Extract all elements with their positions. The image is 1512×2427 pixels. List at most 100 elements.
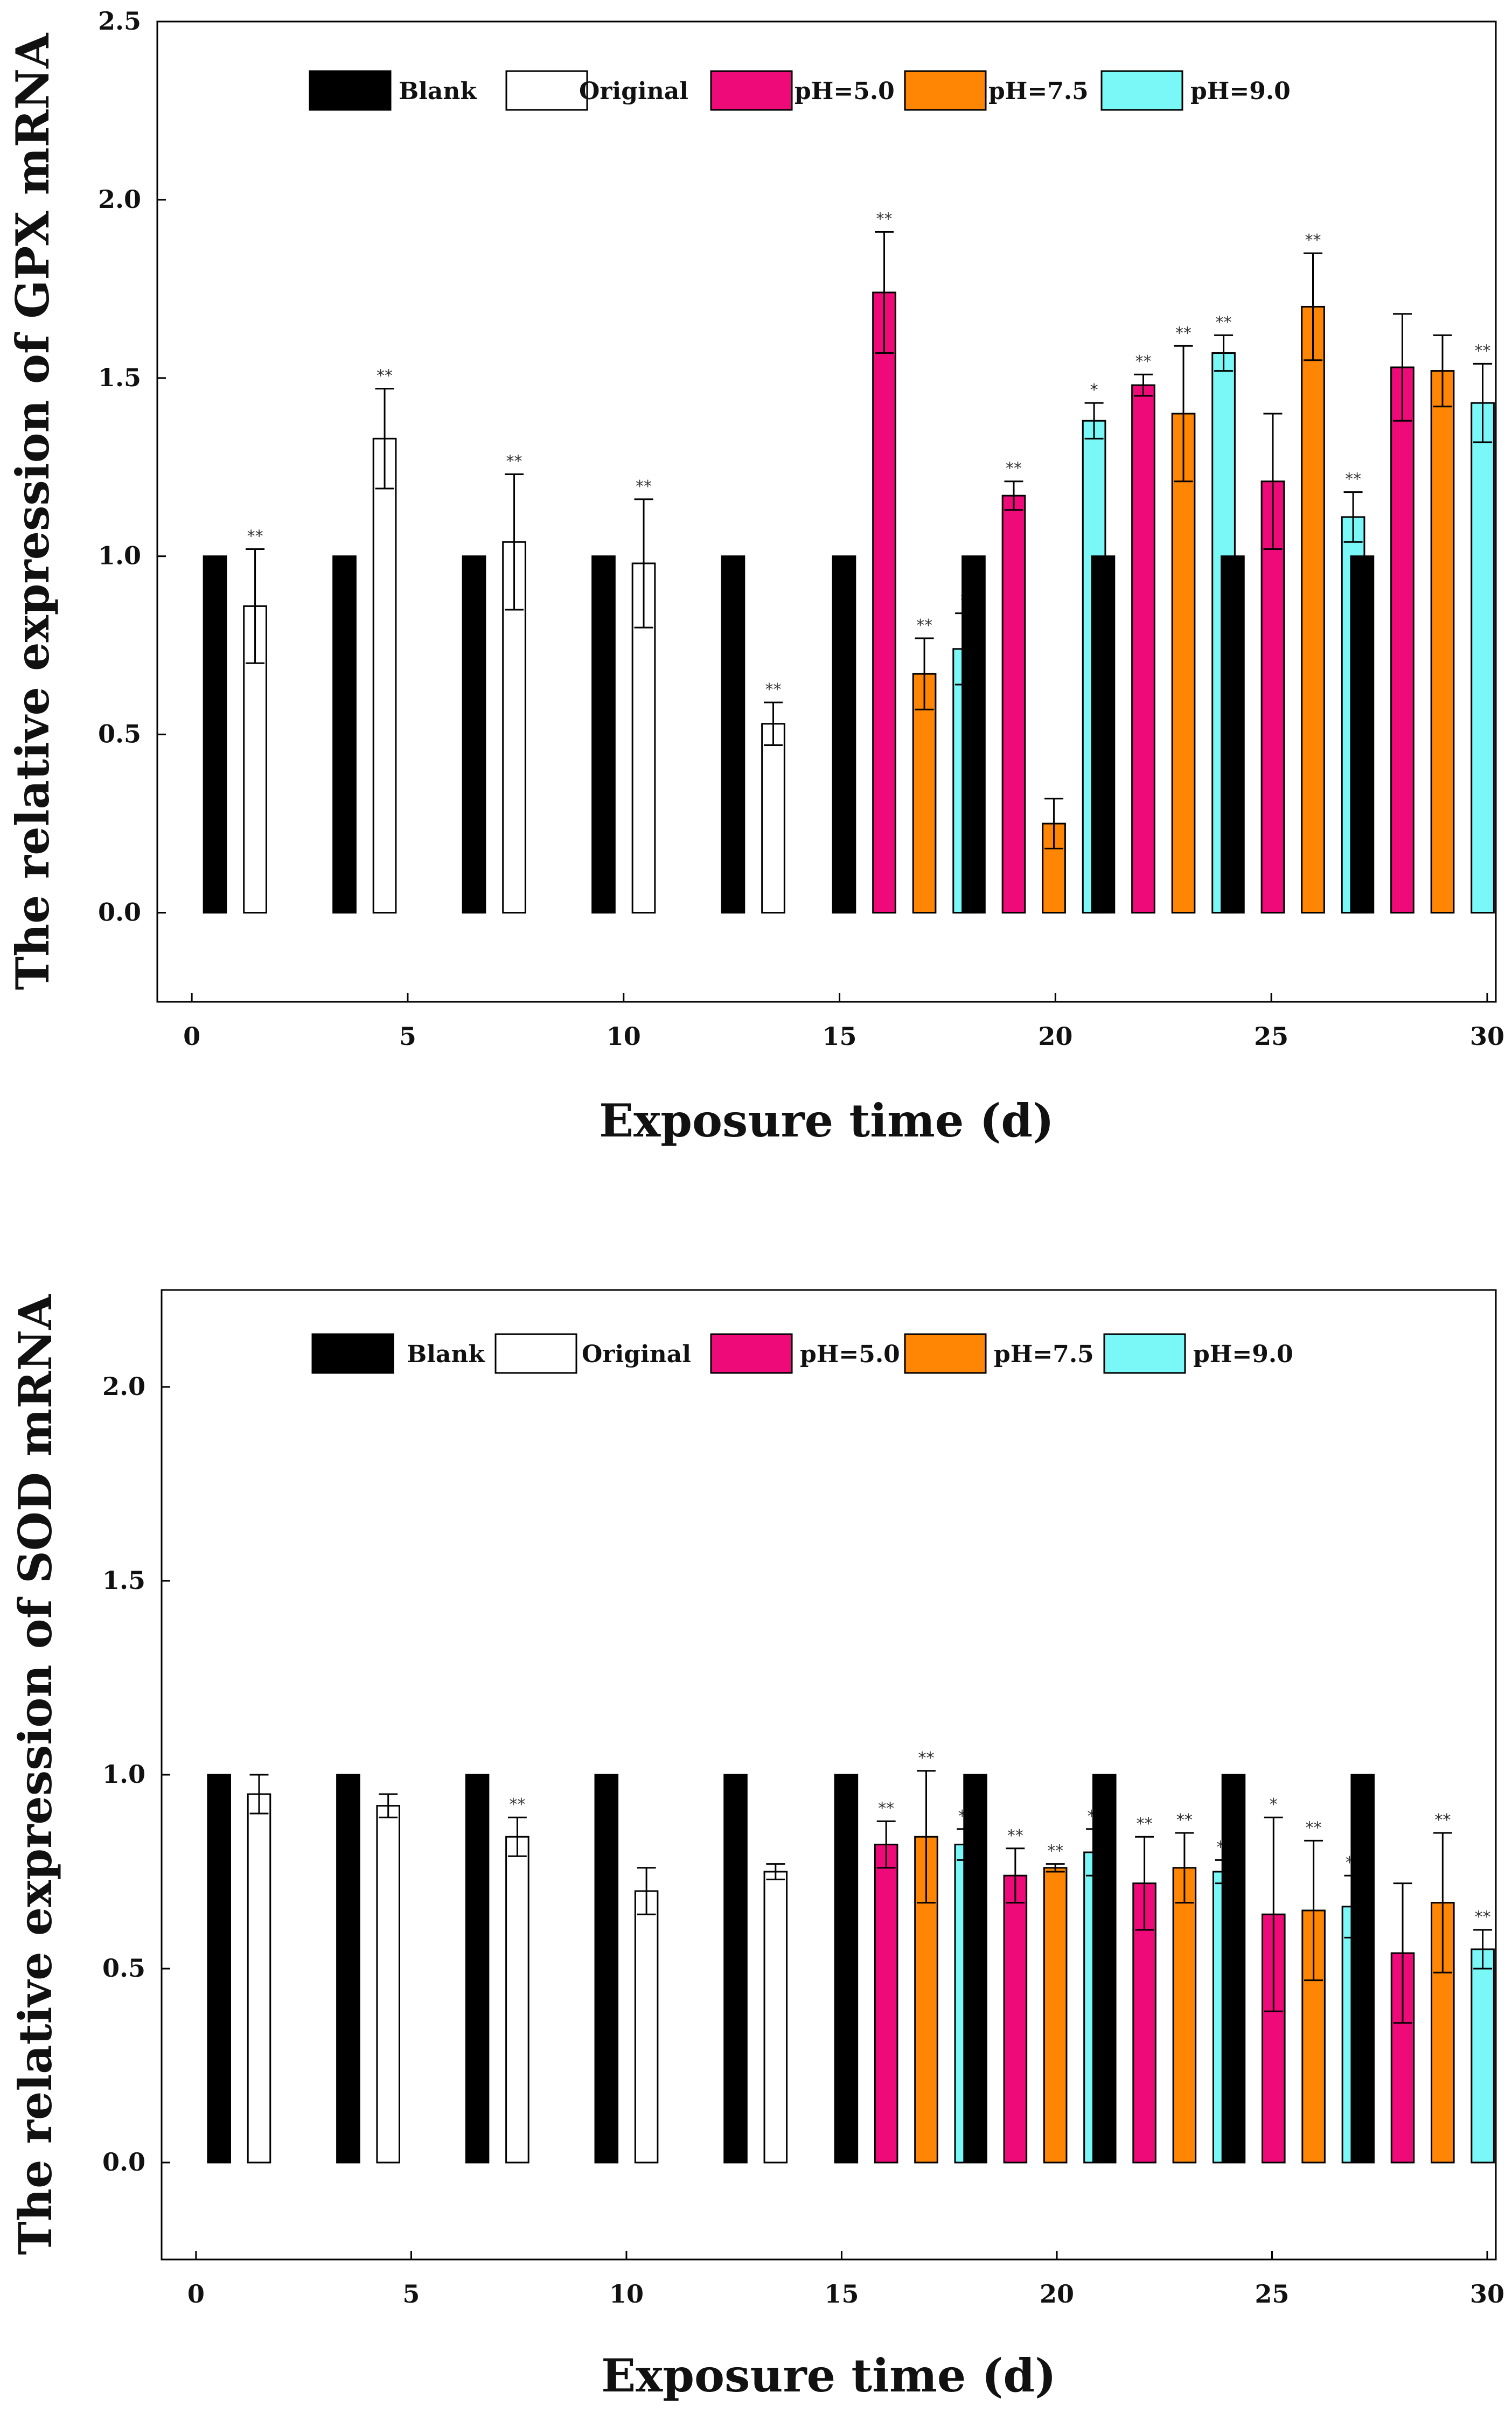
bar-blank-group-7: [1092, 1774, 1117, 2164]
bar-blank-group-5: [832, 555, 856, 914]
bar-blank-group-4: [723, 1774, 748, 2164]
significance-label: **: [1137, 1815, 1153, 1833]
legend-swatch-ph-9-0: [1103, 1333, 1186, 1374]
legend: Blank Original pH=5.0 pH=7.5 pH=9.0: [309, 70, 1291, 111]
y-tick-label: 0.0: [102, 2147, 145, 2177]
bar-blank-group-9: [1350, 1774, 1375, 2164]
y-axis-title: The relative expression of SOD mRNA: [9, 1294, 62, 2255]
y-tick-label: 1.0: [98, 541, 141, 570]
y-tick-label: 0.0: [98, 898, 141, 927]
x-tick-label: 15: [824, 2279, 859, 2309]
bar-ph-9-0-group-9: [1471, 1948, 1495, 2164]
legend-label-ph-7-5: pH=7.5: [988, 78, 1089, 105]
bar-original-group-1: [376, 1805, 400, 2164]
y-tick-label: 2.0: [102, 1372, 145, 1401]
bar-ph-7-5-group-7: [1171, 413, 1196, 914]
significance-label: *: [1270, 1795, 1278, 1814]
significance-label: **: [506, 452, 522, 471]
bar-ph-7-5-group-5: [912, 673, 937, 914]
bar-ph-7-5-group-7: [1172, 1867, 1197, 2164]
legend-label-ph-7-5: pH=7.5: [994, 1341, 1094, 1368]
significance-label: **: [1176, 1811, 1193, 1830]
bar-blank-group-3: [594, 1774, 619, 2164]
significance-label: **: [1006, 459, 1022, 478]
bar-ph-7-5-group-9: [1430, 370, 1455, 914]
y-axis-title: The relative expression of GPX mRNA: [6, 32, 59, 991]
bar-ph-7-5-group-6: [1043, 1867, 1068, 2164]
bar-ph-5-0-group-5: [872, 291, 896, 914]
legend-swatch-ph-9-0: [1100, 70, 1183, 111]
legend: Blank Original pH=5.0 pH=7.5 pH=9.0: [311, 1333, 1293, 1374]
bar-blank-group-7: [1091, 555, 1116, 914]
bar-ph-5-0-group-6: [1003, 1874, 1028, 2164]
bar-blank-group-9: [1350, 555, 1375, 914]
bar-original-group-1: [372, 437, 397, 914]
x-tick-label: 25: [1254, 1022, 1288, 1051]
legend-label-ph-5-0: pH=5.0: [795, 78, 895, 105]
bar-blank-group-5: [834, 1774, 859, 2164]
y-tick-label: 0.5: [102, 1954, 145, 1983]
y-tick-label: 1.5: [102, 1566, 145, 1595]
significance-label: **: [1047, 1842, 1063, 1861]
bar-ph-7-5-group-8: [1301, 305, 1325, 914]
legend-swatch-ph-7-5: [904, 1333, 987, 1374]
legend-label-ph-5-0: pH=5.0: [800, 1341, 900, 1368]
significance-label: **: [1434, 1811, 1451, 1830]
legend-label-original: Original: [579, 78, 688, 105]
legend-swatch-original: [494, 1333, 577, 1374]
significance-label: **: [1175, 324, 1192, 343]
bar-blank-group-1: [336, 1774, 360, 2164]
significance-label: **: [876, 210, 893, 228]
x-tick-label: 30: [1470, 1022, 1504, 1051]
bar-original-group-0: [247, 1793, 271, 2164]
bar-blank-group-0: [203, 555, 227, 914]
legend-label-blank: Blank: [399, 78, 477, 105]
bar-original-group-2: [502, 541, 526, 914]
legend-label-ph-9-0: pH=9.0: [1193, 1341, 1293, 1368]
bar-ph-9-0-group-9: [1471, 402, 1495, 914]
legend-swatch-ph-7-5: [904, 70, 987, 111]
legend-swatch-original: [505, 70, 588, 111]
bar-original-group-3: [634, 1890, 659, 2164]
x-tick-label: 10: [607, 1022, 641, 1051]
x-tick-label: 0: [183, 1022, 200, 1051]
x-tick-label: 25: [1255, 2279, 1289, 2309]
significance-label: **: [1475, 1908, 1491, 1927]
bar-blank-group-3: [591, 555, 616, 914]
significance-label: **: [247, 527, 263, 546]
x-tick-label: 5: [402, 2279, 420, 2309]
gpx-chart: 0.0 0.5 1.0 1.5 2.0 2.5 0 5 10 15 20 25 30 Exposure t…: [6, 6, 1504, 1147]
bar-blank-group-8: [1221, 1774, 1246, 2164]
x-tick-label: 5: [399, 1022, 416, 1051]
bar-blank-group-6: [963, 1774, 987, 2164]
significance-label: **: [1306, 1818, 1322, 1837]
bar-blank-group-0: [207, 1774, 231, 2164]
x-tick-label: 0: [187, 2279, 205, 2309]
y-tick-label: 1.0: [102, 1760, 145, 1789]
bar-ph-5-0-group-9: [1390, 366, 1415, 914]
significance-label: **: [1475, 341, 1491, 360]
significance-label: **: [377, 367, 393, 386]
bar-blank-group-6: [961, 555, 986, 914]
legend-label-original: Original: [582, 1341, 691, 1368]
x-tick-label: 20: [1038, 1022, 1072, 1051]
bar-original-group-4: [761, 723, 785, 914]
bar-blank-group-8: [1221, 555, 1245, 914]
x-axis-title: Exposure time (d): [601, 2349, 1056, 2402]
significance-label: **: [636, 477, 652, 496]
significance-label: **: [918, 1749, 934, 1768]
significance-label: **: [916, 616, 932, 635]
significance-label: **: [878, 1799, 894, 1818]
bar-blank-group-2: [465, 1774, 490, 2164]
bar-blank-group-1: [332, 555, 357, 914]
sod-chart: 0.0 0.5 1.0 1.5 2.0 0 5 10 15 20 25 30 Exposure time…: [9, 1289, 1504, 2402]
significance-label: **: [509, 1795, 525, 1814]
bar-original-group-2: [505, 1836, 529, 2164]
legend-swatch-ph-5-0: [710, 1333, 793, 1374]
bar-blank-group-2: [462, 555, 486, 914]
x-tick-label: 20: [1040, 2279, 1074, 2309]
y-tick-label: 2.0: [98, 185, 141, 214]
x-axis-title: Exposure time (d): [599, 1094, 1054, 1147]
significance-label: **: [1216, 313, 1232, 332]
